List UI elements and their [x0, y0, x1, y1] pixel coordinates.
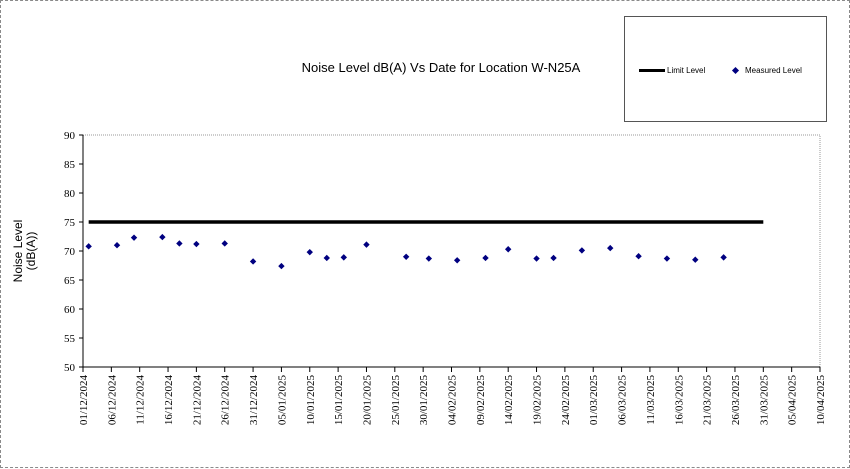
x-tick-label: 21/12/2024 [191, 375, 203, 426]
x-tick-label: 01/12/2024 [78, 375, 90, 426]
measured-level-point [533, 255, 540, 262]
x-tick-label: 16/12/2024 [163, 375, 175, 426]
x-tick-label: 25/01/2025 [390, 375, 402, 426]
x-tick-label: 06/03/2025 [617, 375, 629, 426]
measured-level-point [578, 247, 586, 254]
measured-level-point [340, 254, 347, 261]
y-tick-label: 70 [64, 246, 76, 258]
y-tick-label: 60 [64, 304, 76, 316]
measured-level-point [363, 241, 370, 248]
measured-level-point [402, 253, 410, 260]
x-tick-label: 01/03/2025 [588, 375, 600, 426]
measured-level-point [85, 243, 92, 250]
x-tick-label: 04/02/2025 [447, 375, 459, 426]
x-tick-label: 15/01/2025 [333, 375, 345, 426]
plot-border [82, 134, 821, 368]
measured-level-point [482, 254, 489, 262]
y-tick-label: 85 [64, 159, 76, 171]
measured-level-point [607, 244, 614, 252]
y-tick-label: 75 [64, 217, 76, 229]
measured-level-point [635, 253, 642, 260]
legend-line-swatch [639, 69, 665, 72]
legend-item-measured-level: Measured Level [731, 66, 802, 75]
legend: Limit Level Measured Level [624, 16, 827, 122]
legend-item-limit-level: Limit Level [639, 66, 705, 75]
x-tick-label: 20/01/2025 [361, 375, 373, 426]
measured-level-point [249, 258, 257, 265]
x-tick-label: 31/03/2025 [758, 375, 770, 426]
measured-level-point [278, 262, 285, 270]
measured-level-point [453, 257, 461, 264]
measured-level-point [425, 255, 433, 262]
x-tick-label: 30/01/2025 [418, 375, 430, 426]
measured-level-point [306, 248, 313, 256]
measured-level-point [692, 256, 699, 263]
x-tick-label: 19/02/2025 [532, 375, 544, 426]
x-tick-label: 21/03/2025 [702, 375, 714, 426]
measured-level-point [323, 254, 330, 262]
measured-level-point [720, 254, 727, 261]
measured-level-point [550, 254, 557, 262]
y-tick-label: 55 [64, 333, 76, 345]
measured-level-point [159, 233, 166, 241]
x-tick-label: 11/12/2024 [135, 375, 147, 425]
measured-level-point [176, 240, 183, 247]
measured-level-point [221, 240, 228, 247]
x-tick-label: 05/04/2025 [787, 375, 799, 426]
measured-level-point [504, 246, 512, 253]
chart-title: Noise Level dB(A) Vs Date for Location W… [301, 60, 581, 75]
measured-level-point [113, 242, 121, 249]
x-tick-label: 16/03/2025 [673, 375, 685, 426]
x-tick-label: 11/03/2025 [645, 375, 657, 425]
x-tick-label: 26/03/2025 [730, 375, 742, 426]
y-tick-label: 90 [64, 130, 76, 142]
y-tick-label: 80 [64, 188, 76, 200]
legend-label-measured-level: Measured Level [745, 66, 802, 75]
x-tick-label: 14/02/2025 [503, 375, 515, 426]
x-tick-label: 10/01/2025 [305, 375, 317, 426]
measured-level-point [193, 240, 200, 248]
y-tick-label: 65 [64, 275, 76, 287]
measured-level-point [663, 255, 671, 262]
x-tick-label: 31/12/2024 [248, 375, 260, 426]
x-tick-label: 24/02/2025 [560, 375, 572, 426]
legend-label-limit-level: Limit Level [667, 66, 706, 75]
y-tick-label: 50 [64, 362, 76, 374]
measured-level-point [130, 234, 138, 241]
x-tick-label: 09/02/2025 [475, 375, 487, 426]
x-tick-label: 26/12/2024 [220, 375, 232, 426]
x-tick-label: 10/04/2025 [815, 375, 827, 426]
x-tick-label: 06/12/2024 [106, 375, 118, 426]
x-tick-label: 05/01/2025 [276, 375, 288, 426]
